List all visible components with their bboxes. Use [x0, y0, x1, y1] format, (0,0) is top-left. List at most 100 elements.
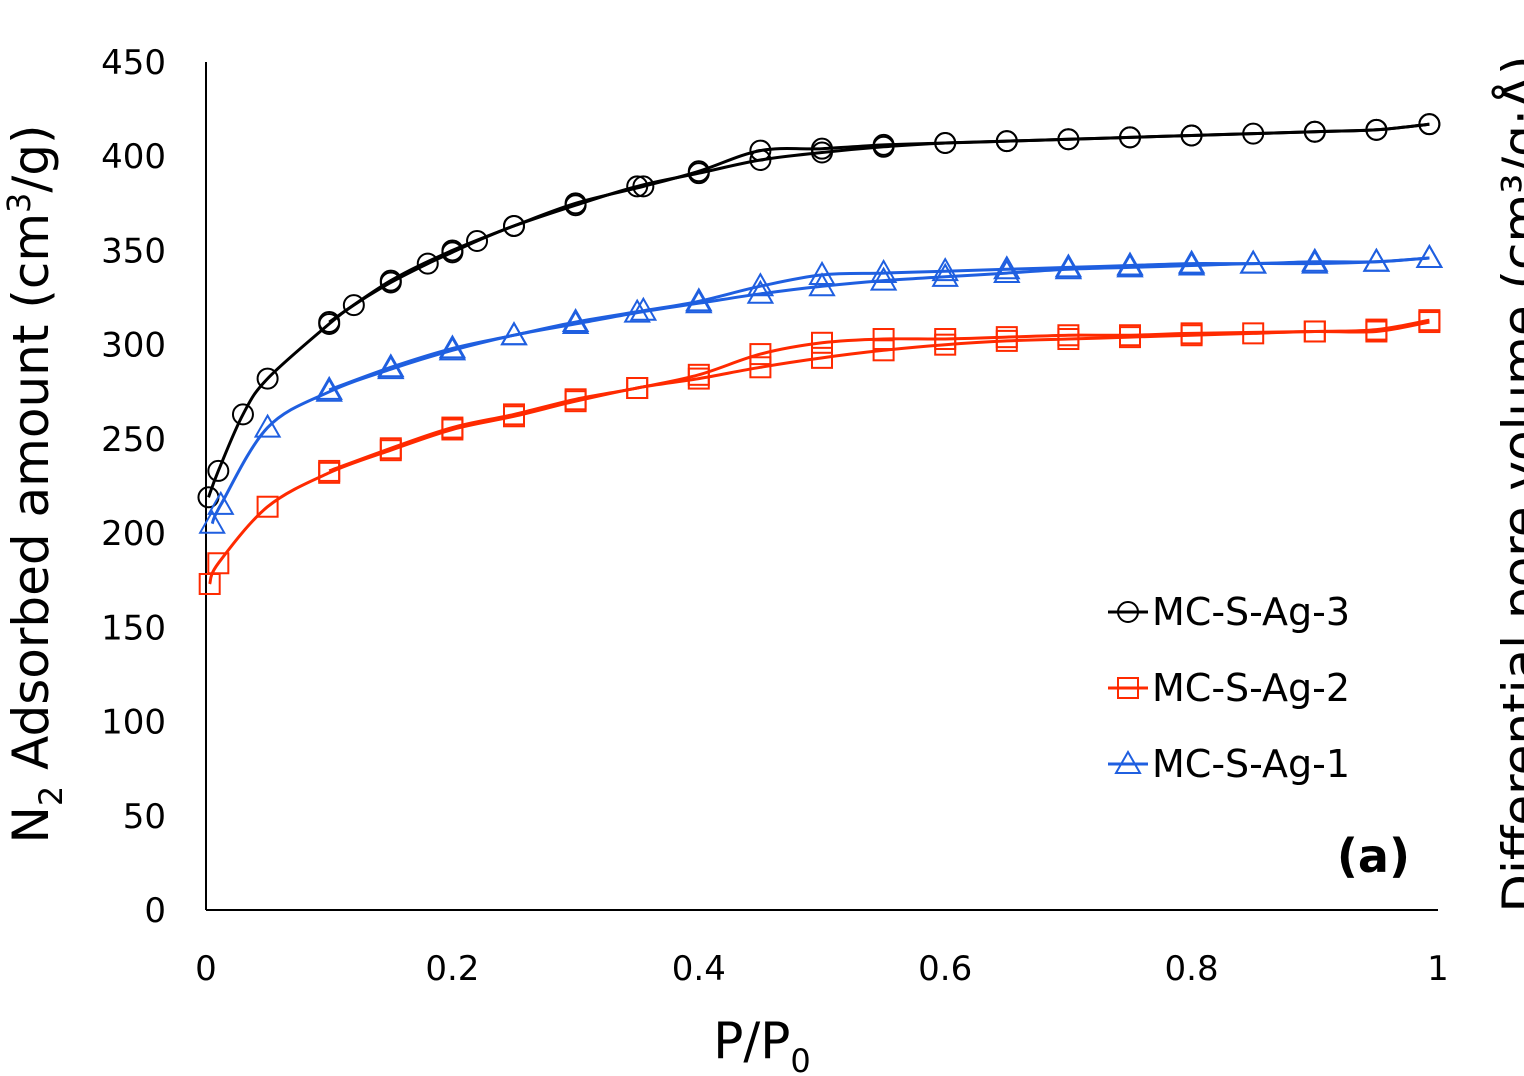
x-tick-label: 1	[1427, 949, 1449, 989]
mc-s-ag-1-desorption-point	[1116, 251, 1144, 276]
mc-s-ag-1-desorption-point	[685, 287, 713, 312]
mc-s-ag-1-desorption-point	[746, 272, 775, 297]
mc-s-ag-3-desorption-point	[934, 132, 957, 155]
x-tick-label: 0.4	[672, 949, 726, 989]
mc-s-ag-3-desorption-point	[318, 311, 341, 334]
mc-s-ag-2-desorption-point	[1365, 318, 1388, 341]
y-tick-label: 100	[101, 703, 166, 743]
mc-s-ag-2-desorption-point	[441, 416, 464, 439]
mc-s-ag-1-desorption-point	[1301, 247, 1329, 272]
legend-label: MC-S-Ag-1	[1152, 742, 1350, 786]
legend-item-mc-s-ag-1: MC-S-Ag-1	[1108, 742, 1350, 786]
x-axis-title-sub: 0	[790, 1042, 810, 1076]
series-mc-s-ag-2	[198, 309, 1441, 595]
mc-s-ag-2-desorption-point	[626, 377, 649, 400]
mc-s-ag-2-desorption-point	[749, 343, 772, 366]
legend-item-mc-s-ag-2: MC-S-Ag-2	[1108, 666, 1350, 710]
mc-s-ag-2-desorption-point	[872, 328, 895, 351]
mc-s-ag-2-adsorption-point	[256, 495, 279, 518]
y-tick-labels: 0 50 100 150 200 250 300 350 400 450	[101, 43, 166, 931]
mc-s-ag-3-desorption-point	[503, 214, 525, 237]
y-tick-label: 450	[101, 43, 166, 83]
mc-s-ag-1-desorption-point	[869, 259, 898, 284]
mc-s-ag-1-adsorption-line	[210, 256, 1430, 525]
mc-s-ag-2-desorption-point	[1180, 322, 1203, 345]
mc-s-ag-1-desorption-line	[328, 256, 1430, 392]
y-axis-title-main: Adsorbed amount (cm	[2, 213, 60, 786]
mc-s-ag-1-desorption-point	[315, 375, 343, 400]
mc-s-ag-3-desorption-point	[1303, 120, 1326, 143]
mc-s-ag-1-desorption-point	[1054, 253, 1083, 278]
legend-label: MC-S-Ag-3	[1152, 590, 1350, 634]
mc-s-ag-3-adsorption-point	[256, 367, 279, 390]
y-tick-label: 300	[101, 326, 166, 366]
mc-s-ag-1-adsorption-point	[198, 509, 226, 534]
mc-s-ag-3-adsorption-line	[207, 122, 1430, 498]
mc-s-ag-1-desorption-point	[993, 255, 1021, 280]
mc-s-ag-3-desorption-point	[1365, 118, 1388, 141]
y-tick-label: 400	[101, 137, 166, 177]
y-tick-label: 200	[101, 514, 166, 554]
mc-s-ag-1-adsorption-point	[746, 279, 775, 304]
mc-s-ag-1-adsorption-point	[253, 413, 282, 438]
y-axis-title-prefix-sub: 2	[32, 786, 70, 806]
mc-s-ag-1-desorption-point	[1362, 247, 1391, 272]
y-tick-label: 250	[101, 420, 166, 460]
mc-s-ag-2-desorption-point	[934, 328, 957, 351]
mc-s-ag-2-desorption-point	[1418, 309, 1441, 332]
adjacent-panel-y-axis-title: Differential pore volume (cm³/g·Å)	[1492, 56, 1524, 913]
mc-s-ag-3-adsorption-point	[197, 486, 220, 509]
mc-s-ag-2-desorption-point	[687, 363, 710, 386]
mc-s-ag-1-adsorption-point	[207, 490, 235, 515]
mc-s-ag-3-desorption-point	[1057, 128, 1080, 151]
legend-marker	[1117, 677, 1139, 699]
mc-s-ag-2-adsorption-point	[207, 552, 230, 575]
mc-s-ag-1-desorption-point	[1239, 249, 1267, 274]
mc-s-ag-3-desorption-point	[872, 133, 895, 156]
mc-s-ag-3-desorption-point	[1119, 126, 1141, 149]
mc-s-ag-3-desorption-point	[441, 239, 464, 262]
mc-s-ag-2-adsorption-point	[811, 346, 833, 369]
mc-s-ag-2-desorption-point	[1119, 324, 1141, 347]
x-tick-label: 0.2	[425, 949, 479, 989]
mc-s-ag-1-desorption-point	[561, 308, 590, 333]
mc-s-ag-3-desorption-point	[811, 137, 833, 160]
mc-s-ag-1-adsorption-point	[931, 262, 959, 287]
mc-s-ag-1-desorption-point	[438, 334, 467, 359]
y-tick-label: 50	[123, 797, 166, 837]
legend-label: MC-S-Ag-2	[1152, 666, 1350, 710]
mc-s-ag-1-desorption-point	[500, 321, 528, 346]
y-axis-title-prefix: N	[2, 806, 60, 843]
legend-marker	[1114, 749, 1142, 774]
legend-marker	[1117, 601, 1139, 623]
y-axis-title: N2 Adsorbed amount (cm3/g)	[0, 124, 70, 843]
panel-label: (a)	[1337, 829, 1410, 883]
y-axis-title-suffix: /g)	[2, 124, 60, 192]
series-mc-s-ag-3	[197, 113, 1441, 509]
mc-s-ag-1-adsorption-point	[993, 259, 1021, 284]
mc-s-ag-3-desorption-point	[632, 175, 655, 198]
x-axis-title-main: P/P	[713, 1012, 790, 1070]
legend-item-mc-s-ag-3: MC-S-Ag-3	[1108, 590, 1350, 634]
mc-s-ag-3-desorption-point	[379, 269, 402, 292]
x-tick-labels: 0 0.2 0.4 0.6 0.8 1	[195, 949, 1449, 989]
mc-s-ag-2-adsorption-point	[749, 356, 772, 379]
series-layer	[197, 113, 1444, 595]
x-tick-label: 0	[195, 949, 217, 989]
mc-s-ag-2-desorption-point	[379, 437, 402, 460]
mc-s-ag-3-desorption-point	[1180, 124, 1203, 147]
mc-s-ag-3-desorption-point	[995, 130, 1018, 153]
mc-s-ag-3-desorption-point	[1418, 113, 1441, 136]
mc-s-ag-2-desorption-point	[564, 388, 587, 411]
y-tick-label: 350	[101, 231, 166, 271]
mc-s-ag-1-desorption-point	[808, 260, 836, 285]
series-mc-s-ag-1	[198, 243, 1444, 534]
mc-s-ag-2-desorption-point	[811, 331, 833, 354]
x-axis-title: P/P0	[713, 1012, 811, 1076]
x-tick-label: 0.8	[1165, 949, 1219, 989]
mc-s-ag-3-adsorption-point	[416, 252, 439, 275]
mc-s-ag-2-desorption-point	[1303, 320, 1326, 343]
mc-s-ag-1-desorption-point	[629, 296, 658, 321]
mc-s-ag-2-desorption-point	[995, 326, 1018, 349]
